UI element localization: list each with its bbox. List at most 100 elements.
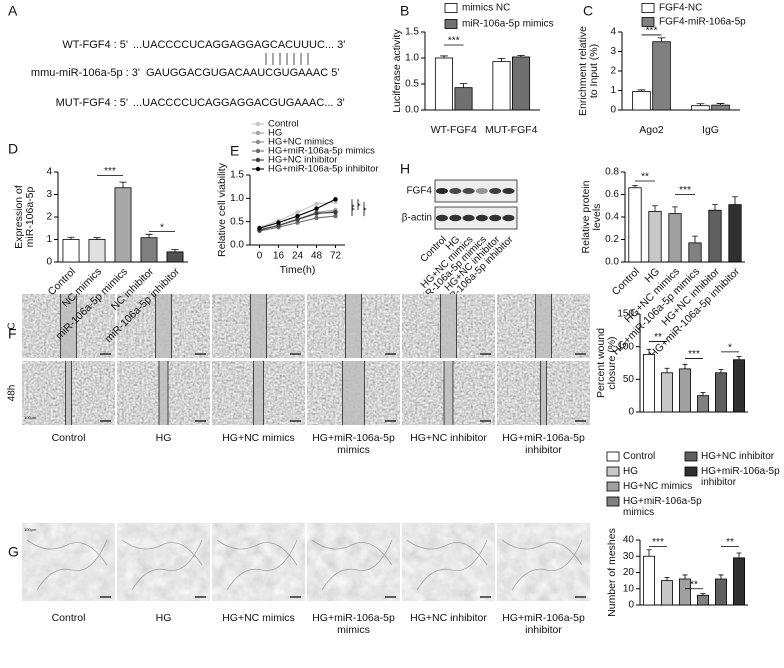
bar	[728, 204, 742, 263]
significance-label: **	[690, 579, 698, 590]
image-caption: HG+NC inhibitor	[410, 612, 487, 624]
panel-letter: B	[400, 3, 409, 19]
panel-letter: F	[8, 326, 17, 342]
tube-network	[26, 539, 108, 591]
legend-swatch	[641, 17, 655, 27]
point	[276, 220, 281, 225]
image-caption: HG+NC mimics	[222, 432, 295, 444]
tube-network	[216, 539, 298, 591]
legend-label: HG	[623, 466, 638, 477]
bar	[715, 578, 727, 606]
y-axis-label: Expression of	[13, 185, 25, 249]
legend-label: mimics NC	[462, 3, 510, 14]
bar	[643, 354, 655, 413]
significance-label: *	[357, 203, 366, 206]
x-tick-label: 24	[292, 251, 304, 262]
y-tick-label: 0.8	[605, 167, 619, 178]
legend-marker	[255, 166, 261, 172]
error-bar	[632, 185, 638, 188]
significance-label: ***	[679, 185, 691, 196]
y-tick-label: 0.5	[405, 79, 419, 90]
error-bar	[696, 103, 705, 106]
x-tick-label: 48	[311, 251, 323, 262]
point	[295, 217, 300, 222]
bar	[492, 61, 511, 111]
y-tick-label: 0.5	[230, 216, 244, 227]
legend-marker	[255, 157, 261, 163]
x-tick-label: 72	[330, 251, 342, 262]
error-bar	[664, 367, 670, 373]
y-tick-label: 1.0	[230, 193, 244, 204]
bar	[668, 213, 682, 263]
image-caption: Control	[51, 612, 86, 624]
row-label: C	[7, 322, 18, 329]
image-caption: HG+miR-106a-5p mimics	[312, 432, 395, 456]
blot-strip	[434, 179, 518, 203]
x-tick-label: MUT-FGF4	[485, 124, 538, 136]
image-caption: Control	[51, 432, 86, 444]
significance-label: **	[351, 205, 360, 211]
error-bar	[682, 574, 688, 579]
bar	[708, 209, 722, 263]
y-tick-label: 1.5	[230, 170, 244, 181]
y-tick-label: 0.2	[605, 234, 619, 245]
error-bar	[664, 576, 670, 581]
legend-swatch	[606, 481, 620, 492]
panel-letter: H	[400, 161, 410, 177]
bar	[652, 41, 671, 111]
error-bar	[145, 233, 153, 238]
x-tick-label: WT-FGF4	[431, 124, 477, 136]
bar	[711, 104, 730, 111]
y-tick-label: 0	[46, 257, 52, 268]
blot-label: FGF4	[406, 186, 432, 197]
y-axis-label: Relative protein	[580, 180, 592, 253]
bar	[688, 242, 702, 263]
panel-letter: E	[230, 143, 239, 159]
error-bar	[718, 574, 724, 579]
micrograph	[402, 523, 495, 601]
bar	[648, 210, 662, 263]
panel-letter: G	[8, 544, 19, 560]
bar	[661, 372, 673, 413]
image-caption: HG	[155, 612, 172, 624]
x-axis-label: Time(h)	[280, 264, 316, 276]
image-caption: HG+miR-106a-5p inhibitor	[502, 432, 585, 456]
micrograph	[497, 523, 590, 601]
y-tick-label: 0.0	[230, 240, 244, 251]
bar	[697, 395, 709, 413]
sequence-label: mmu-miR-106a-5p : 3'	[31, 67, 140, 79]
image-caption: HG+miR-106a-5p inhibitor	[502, 612, 585, 636]
panel-letter: A	[8, 3, 18, 19]
bar	[512, 56, 531, 111]
wound-gap	[253, 361, 264, 425]
bar	[733, 359, 745, 413]
error-bar	[692, 235, 698, 243]
legend-label: FGF4-NC	[659, 3, 702, 14]
significance-label: ***	[688, 349, 700, 360]
y-tick-label: 3	[46, 189, 52, 200]
error-bar	[637, 89, 646, 92]
legend-label: HG+NC inhibitor	[268, 155, 337, 166]
point	[333, 213, 338, 219]
legend-label: HG+miR-106a-5p mimics	[623, 496, 702, 518]
bar	[691, 105, 710, 111]
image-caption: HG+NC inhibitor	[410, 432, 487, 444]
bar	[88, 239, 106, 263]
significance-label: ***	[652, 537, 664, 548]
y-axis-label: miR-106a-5p	[24, 186, 36, 247]
blot-band	[502, 214, 515, 222]
significance-label: ***	[646, 26, 658, 37]
y-tick-label: 100	[617, 341, 634, 352]
error-bar	[646, 348, 652, 355]
y-tick-label: 4	[46, 167, 52, 178]
error-bar	[718, 369, 724, 373]
legend-label: HG+miR-106a-5p mimics	[268, 146, 375, 157]
sequence-label: WT-FGF4 : 5'	[62, 39, 128, 51]
blot-band	[462, 214, 475, 222]
legend-swatch	[606, 451, 620, 462]
point	[333, 210, 338, 215]
y-tick-label: 1.5	[405, 27, 419, 38]
error-bar	[682, 363, 688, 369]
